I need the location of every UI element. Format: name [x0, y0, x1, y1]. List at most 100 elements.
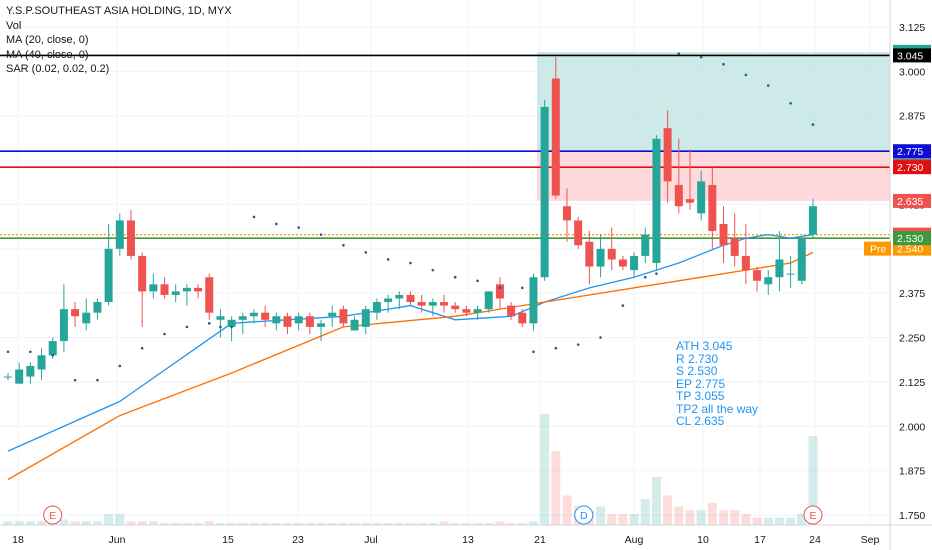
- volume-bar: [752, 517, 762, 525]
- legend-ma40[interactable]: MA (40, close, 0): [6, 48, 89, 61]
- volume-bar: [417, 523, 427, 525]
- price-tag-label: 2.635: [897, 196, 923, 208]
- candle-body: [551, 78, 560, 196]
- price-tag: [893, 160, 931, 175]
- volume-bar: [473, 523, 483, 525]
- volume-bar: [640, 499, 650, 525]
- candle-body: [518, 312, 527, 324]
- candle-body: [4, 376, 12, 378]
- legend-ma20[interactable]: MA (20, close, 0): [6, 34, 89, 46]
- volume-bar: [193, 523, 203, 525]
- candle-body: [753, 270, 762, 281]
- candle-body: [641, 234, 650, 256]
- sar-dot: [364, 251, 368, 254]
- target-zone: [537, 51, 890, 152]
- legend-title[interactable]: Y.S.P.SOUTHEAST ASIA HOLDING, 1D, MYX: [6, 5, 232, 17]
- volume-bar: [674, 506, 684, 525]
- candle-body: [317, 323, 326, 327]
- volume-bar: [763, 517, 773, 525]
- candle-body: [26, 365, 35, 377]
- candle-body: [764, 277, 773, 285]
- candle-body: [663, 128, 672, 182]
- y-tick-label: 2.375: [899, 288, 925, 300]
- volume-bar: [629, 513, 639, 525]
- sar-dot: [498, 286, 502, 290]
- candle-body: [82, 312, 91, 324]
- candle-body: [730, 238, 739, 256]
- candle-body: [205, 277, 214, 313]
- legend-vol[interactable]: Vol: [6, 19, 22, 32]
- price-axis[interactable]: 3.1253.0002.8752.7502.6252.5002.3752.250…: [889, 0, 925, 550]
- x-tick-label: 18: [12, 534, 24, 546]
- candle-body: [71, 309, 80, 317]
- volume-bar: [428, 523, 438, 525]
- candle-body: [305, 316, 314, 327]
- candle-body: [507, 305, 516, 317]
- candle-body: [216, 316, 225, 320]
- candle-body: [596, 248, 605, 267]
- candle-body: [529, 277, 538, 324]
- sar-dot: [219, 325, 222, 329]
- trade-notes[interactable]: ATH 3.045 R 2.730 S 2.530 EP 2.775 TP 3.…: [676, 340, 758, 428]
- y-tick-label: 3.000: [899, 66, 925, 78]
- price-tag: [893, 231, 931, 246]
- sar-dot: [73, 378, 77, 382]
- candle-body: [630, 255, 639, 271]
- volume-bar: [3, 521, 13, 525]
- sar-dot: [252, 215, 256, 219]
- candle-body: [238, 316, 247, 320]
- sar-dot: [655, 272, 658, 275]
- volume-bar: [327, 523, 337, 525]
- time-axis[interactable]: 18 Jun 15 23 Jul 13 21 Aug 10 17 24 Sep: [0, 524, 932, 546]
- volume-bar: [260, 523, 270, 525]
- y-tick-label: 2.875: [899, 111, 925, 123]
- candle-body: [227, 319, 236, 327]
- volume-bar: [25, 521, 35, 525]
- volume-bar: [797, 513, 807, 525]
- sar-dot: [230, 325, 233, 329]
- volume-bar: [294, 523, 304, 525]
- candlestick-series: [4, 57, 817, 384]
- candle-body: [126, 220, 135, 256]
- sar-dot: [342, 243, 345, 247]
- sar-dot: [677, 52, 681, 55]
- candle-body: [406, 294, 415, 303]
- candle-body: [182, 287, 191, 292]
- volume-bar: [596, 506, 606, 525]
- candle-body: [294, 316, 303, 324]
- candle-body: [283, 316, 292, 327]
- candle-body: [384, 298, 393, 303]
- volume-bar: [126, 521, 136, 525]
- x-tick-label: 17: [754, 534, 766, 546]
- sar-dot: [576, 343, 580, 346]
- event-label: E: [49, 510, 56, 522]
- volume-bar: [651, 476, 661, 525]
- sar-dot: [319, 233, 323, 236]
- candle-body: [272, 316, 281, 324]
- chart-legend: Y.S.P.SOUTHEAST ASIA HOLDING, 1D, MYX Vo…: [6, 4, 232, 77]
- volume-bar: [249, 523, 259, 525]
- sar-dot: [51, 353, 55, 357]
- candle-body: [194, 287, 203, 292]
- sar-dot: [520, 286, 524, 290]
- note-line: EP 2.775: [676, 376, 726, 391]
- price-tag-label: 2.540: [897, 244, 923, 256]
- volume-bar: [171, 523, 181, 525]
- x-tick-label: 23: [292, 534, 304, 546]
- x-tick-label: 24: [809, 534, 821, 546]
- volume-bar: [696, 510, 706, 525]
- volume-bar: [361, 523, 371, 525]
- candle-body: [786, 273, 795, 275]
- candle-body: [249, 312, 258, 317]
- volume-bar: [484, 523, 494, 525]
- volume-bar: [663, 495, 673, 525]
- sar-dot: [643, 275, 647, 279]
- candle-body: [652, 138, 661, 264]
- volume-bar: [540, 414, 550, 525]
- legend-sar[interactable]: SAR (0.02, 0.02, 0.2): [6, 63, 110, 75]
- sar-dot: [118, 364, 122, 368]
- event-label: E: [809, 510, 816, 522]
- volume-bar: [215, 523, 225, 525]
